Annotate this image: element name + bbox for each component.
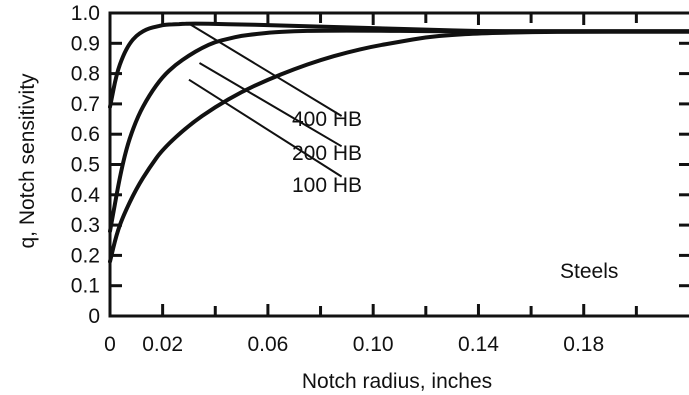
x-tick-labels: 0 0.02 0.06 0.10 0.14 0.18 xyxy=(104,333,604,356)
leader-line-400-hb xyxy=(188,22,343,117)
y-axis-title: q, Notch sensitivity xyxy=(16,73,39,249)
y-tick-label: 0.4 xyxy=(71,184,101,207)
series-line-400-hb xyxy=(108,21,689,109)
series-label-100-hb: 100 HB xyxy=(292,174,362,197)
y-tick-label: 0.7 xyxy=(71,93,100,116)
x-tick-label: 0.02 xyxy=(142,333,183,356)
leader-lines xyxy=(188,22,343,178)
series-label-400-hb: 400 HB xyxy=(292,108,362,131)
series-label-200-hb: 200 HB xyxy=(292,142,362,165)
x-tick-label: 0 xyxy=(104,333,116,356)
series-labels: 400 HB 200 HB 100 HB xyxy=(292,108,362,197)
y-tick-label: 1.0 xyxy=(71,2,100,25)
series-line-200-hb xyxy=(108,28,689,234)
tick-marks xyxy=(108,11,689,318)
x-tick-label: 0.18 xyxy=(563,333,604,356)
y-tick-label: 0 xyxy=(88,305,100,328)
x-tick-label: 0.10 xyxy=(353,333,394,356)
y-tick-label: 0.1 xyxy=(71,275,100,298)
y-tick-labels: 0 0.1 0.2 0.3 0.4 0.5 0.6 0.7 0.8 0.9 1.0 xyxy=(71,2,101,328)
y-tick-label: 0.5 xyxy=(71,154,100,177)
y-tick-label: 0.6 xyxy=(71,123,100,146)
series-layer xyxy=(108,21,689,264)
x-tick-label: 0.06 xyxy=(247,333,288,356)
y-tick-label: 0.9 xyxy=(71,32,100,55)
steels-annotation: Steels xyxy=(560,260,618,283)
x-axis-title: Notch radius, inches xyxy=(302,370,492,393)
x-tick-label: 0.14 xyxy=(458,333,499,356)
leader-line-200-hb xyxy=(198,62,343,148)
y-tick-label: 0.2 xyxy=(71,244,100,267)
series-line-100-hb xyxy=(108,29,689,264)
y-tick-label: 0.8 xyxy=(71,63,100,86)
plot-area xyxy=(108,11,689,318)
leader-line-100-hb xyxy=(188,78,343,178)
y-tick-label: 0.3 xyxy=(71,214,100,237)
